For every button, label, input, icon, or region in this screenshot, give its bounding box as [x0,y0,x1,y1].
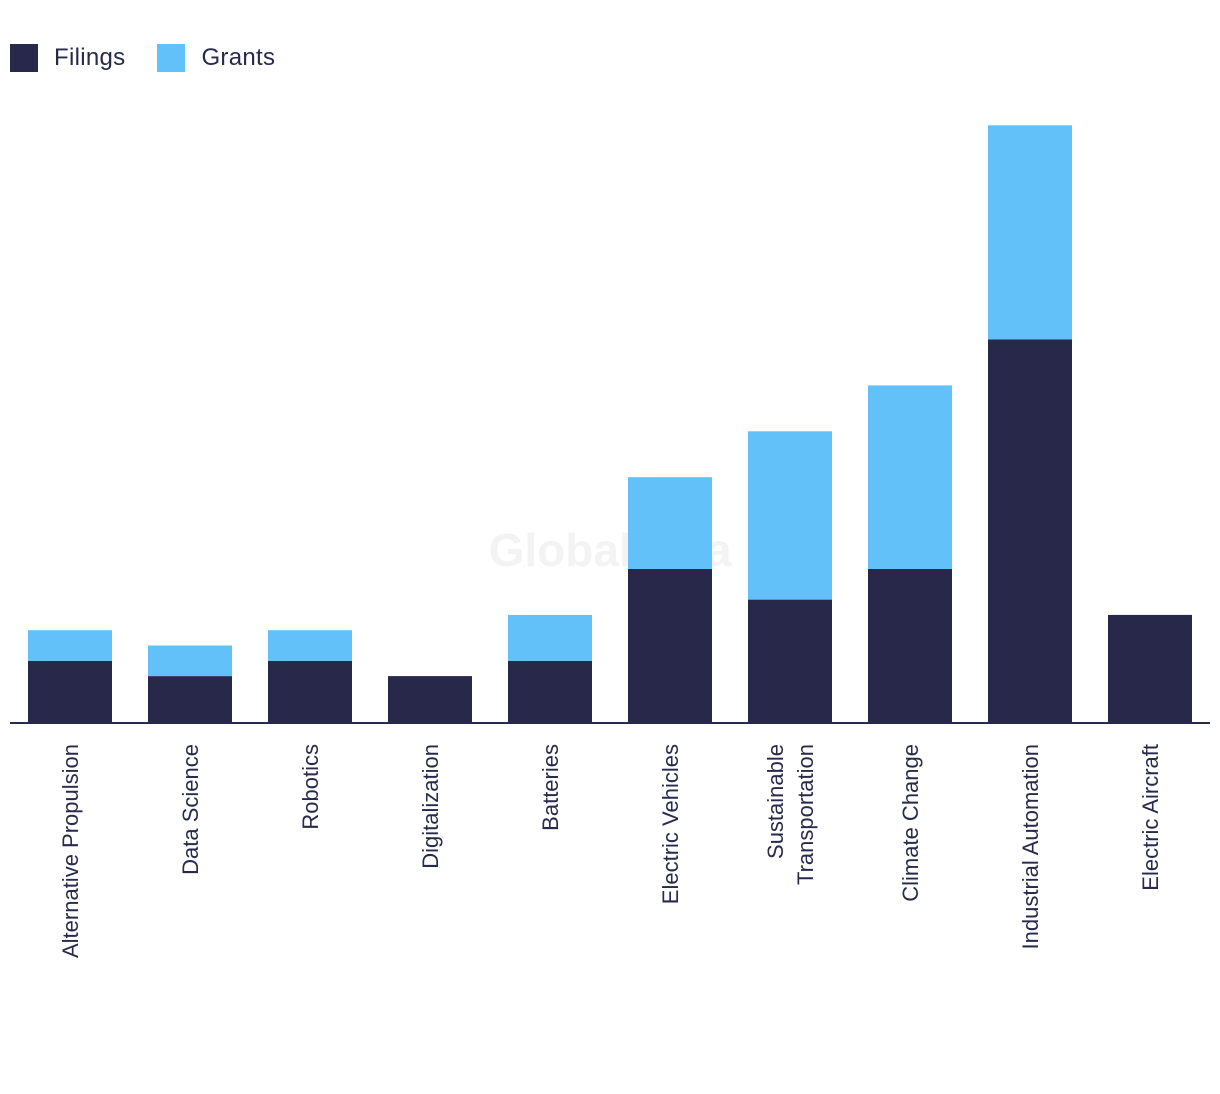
x-tick-labels: Alternative Propulsion Data Science Roboti… [58,744,1163,958]
bar-grants-data-science [148,645,232,677]
bar-filings-electric-aircraft [1108,614,1192,722]
bar-grants-batteries [508,614,592,661]
bar-filings-data-science [148,676,232,722]
bar-grants-electric-vehicles [628,477,712,569]
legend-label-grants: Grants [201,44,276,71]
x-tick-label-industrial-automation: Industrial Automation [1018,744,1043,949]
bar-grants-robotics [268,630,352,661]
legend: Filings Grants [10,44,307,72]
x-tick-label-electric-aircraft: Electric Aircraft [1138,744,1163,891]
x-tick-label-robotics: Robotics [298,744,323,830]
x-tick-label-batteries: Batteries [538,744,563,831]
bar-filings-electric-vehicles [628,569,712,722]
bar-filings-digitalization [388,676,472,722]
bar-filings-alternative-propulsion [28,660,112,722]
legend-swatch-grants [157,44,186,72]
x-tick-label-alternative-propulsion: Alternative Propulsion [58,744,83,958]
x-tick-label-climate-change: Climate Change [898,744,923,902]
legend-item-filings: Filings [10,44,125,72]
x-tick-label-data-science: Data Science [178,744,203,875]
legend-swatch-filings [10,44,38,72]
bars [28,125,1192,722]
bar-grants-alternative-propulsion [28,630,112,661]
legend-label-filings: Filings [54,44,126,71]
bar-filings-batteries [508,660,592,722]
bar-filings-robotics [268,660,352,722]
bar-grants-sustainable-transportation [748,431,832,600]
bar-filings-sustainable-transportation [748,599,832,722]
bar-grants-climate-change [868,385,952,569]
bar-filings-climate-change [868,569,952,722]
bar-filings-industrial-automation [988,339,1072,722]
legend-item-grants: Grants [157,44,275,72]
x-tick-label-electric-vehicles: Electric Vehicles [658,744,683,904]
x-tick-label-sustainable-transportation: Sustainable Transportation [763,744,818,885]
x-tick-label-digitalization: Digitalization [418,744,443,869]
bar-grants-industrial-automation [988,125,1072,340]
